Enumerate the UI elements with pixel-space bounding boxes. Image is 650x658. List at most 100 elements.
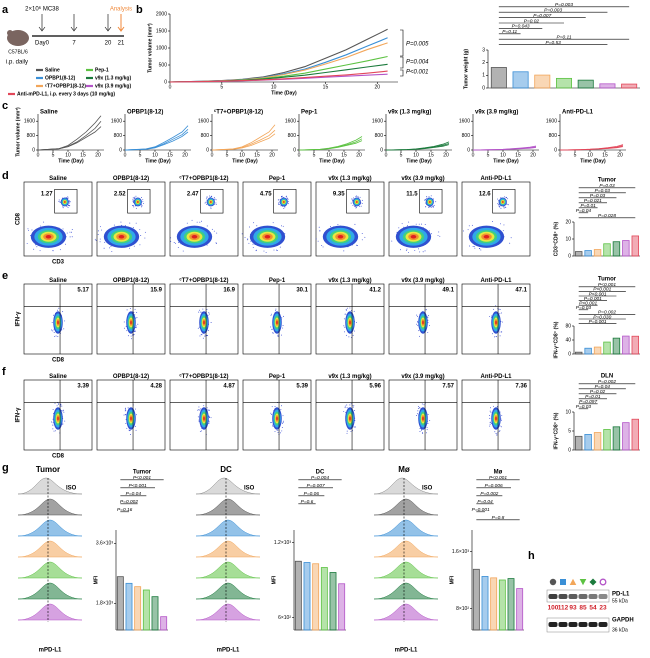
event-dot (489, 316, 491, 318)
event-dot (63, 411, 65, 413)
histogram (373, 561, 439, 579)
density (502, 201, 504, 203)
event-dot (125, 325, 127, 327)
bar (516, 588, 524, 631)
event-dot (276, 250, 278, 252)
event-dot (350, 431, 352, 432)
event-dot (344, 405, 346, 407)
event-dot (346, 432, 348, 434)
event-dot (425, 432, 427, 434)
event-dot (139, 229, 141, 231)
event-dot (278, 203, 279, 205)
event-dot (364, 236, 366, 238)
band (588, 622, 598, 627)
event-dot (354, 223, 356, 225)
p-value: P=0.01 (580, 203, 596, 209)
event-dot (191, 219, 193, 221)
panel-label: f (2, 366, 6, 378)
event-dot (507, 198, 509, 200)
histogram (17, 477, 83, 495)
gate (346, 189, 370, 214)
event-dot (186, 222, 188, 224)
event-dot (121, 224, 123, 226)
event-dot (419, 428, 421, 429)
p-value: P=0.043 (512, 24, 530, 30)
panel-title: v9x (3.9 mg/kg) (401, 278, 444, 284)
event-dot (501, 415, 503, 416)
event-dot (213, 230, 215, 232)
panel-title: Pep-1 (301, 110, 318, 116)
event-dot (467, 229, 469, 231)
event-dot (489, 421, 491, 423)
flow-plot: OPBP1(8-12) 2.52 (94, 176, 166, 257)
event-dot (132, 227, 134, 229)
arrow (70, 14, 78, 32)
x-tick-label: 0 (169, 84, 172, 90)
event-dot (124, 408, 126, 410)
x-axis-label: Time (Day) (271, 90, 297, 96)
x-tick-label: 0 (211, 152, 214, 158)
y-axis-label: IFN-γ (16, 311, 22, 327)
event-dot (344, 313, 346, 315)
event-dot (135, 207, 137, 209)
bar (134, 586, 142, 631)
event-dot (210, 196, 212, 198)
x-tick-label: 5 (313, 152, 316, 158)
series-line (169, 70, 388, 83)
y-tick-label: 80 (565, 323, 571, 329)
event-dot (281, 405, 282, 407)
event-dot (215, 242, 217, 244)
density (276, 320, 278, 325)
event-dot (355, 322, 357, 323)
gate-percent: 12.6 (479, 191, 491, 197)
band (558, 622, 568, 627)
panel-label: c (2, 100, 8, 112)
histogram (17, 519, 83, 537)
gate-percent: 5.96 (369, 384, 381, 390)
bar (599, 83, 616, 89)
event-dot (510, 237, 512, 239)
event-dot (142, 203, 144, 205)
y-tick-label: 5 (568, 428, 571, 434)
histogram (373, 603, 439, 621)
p-value: P=0.006 (485, 483, 503, 489)
event-dot (132, 197, 134, 199)
event-dot (65, 243, 66, 245)
event-dot (135, 195, 137, 197)
event-dot (62, 228, 64, 230)
event-dot (206, 334, 208, 336)
y-tick-label: 800 (375, 133, 384, 139)
event-dot (499, 425, 501, 427)
event-dot (140, 206, 142, 208)
p-annotation: P<0.001 (406, 70, 429, 76)
bar (621, 83, 638, 89)
event-dot (354, 206, 356, 208)
y-tick-label: 800 (27, 133, 36, 139)
event-dot (272, 331, 274, 333)
event-dot (64, 420, 66, 422)
density (130, 416, 132, 421)
event-dot (39, 250, 41, 252)
cells: 2×10⁶ MC38 (25, 6, 59, 13)
event-dot (52, 409, 54, 410)
event-dot (495, 432, 497, 434)
event-dot (69, 236, 71, 238)
event-dot (330, 225, 331, 227)
x-tick-label: 0 (385, 152, 388, 158)
event-dot (129, 222, 131, 224)
band (558, 594, 568, 599)
event-dot (139, 244, 141, 246)
event-dot (249, 226, 250, 228)
event-dot (346, 430, 348, 432)
event-dot (247, 238, 249, 240)
panel-title: v9x (1.3 mg/kg) (388, 110, 431, 116)
y-tick-label: 6×10² (278, 615, 291, 621)
event-dot (495, 336, 497, 338)
event-dot (198, 326, 200, 328)
x-axis-label: mPD-L1 (39, 648, 62, 654)
histogram (195, 603, 261, 621)
event-dot (62, 311, 64, 313)
event-dot (133, 312, 135, 314)
event-dot (134, 330, 136, 332)
event-dot (360, 205, 362, 207)
